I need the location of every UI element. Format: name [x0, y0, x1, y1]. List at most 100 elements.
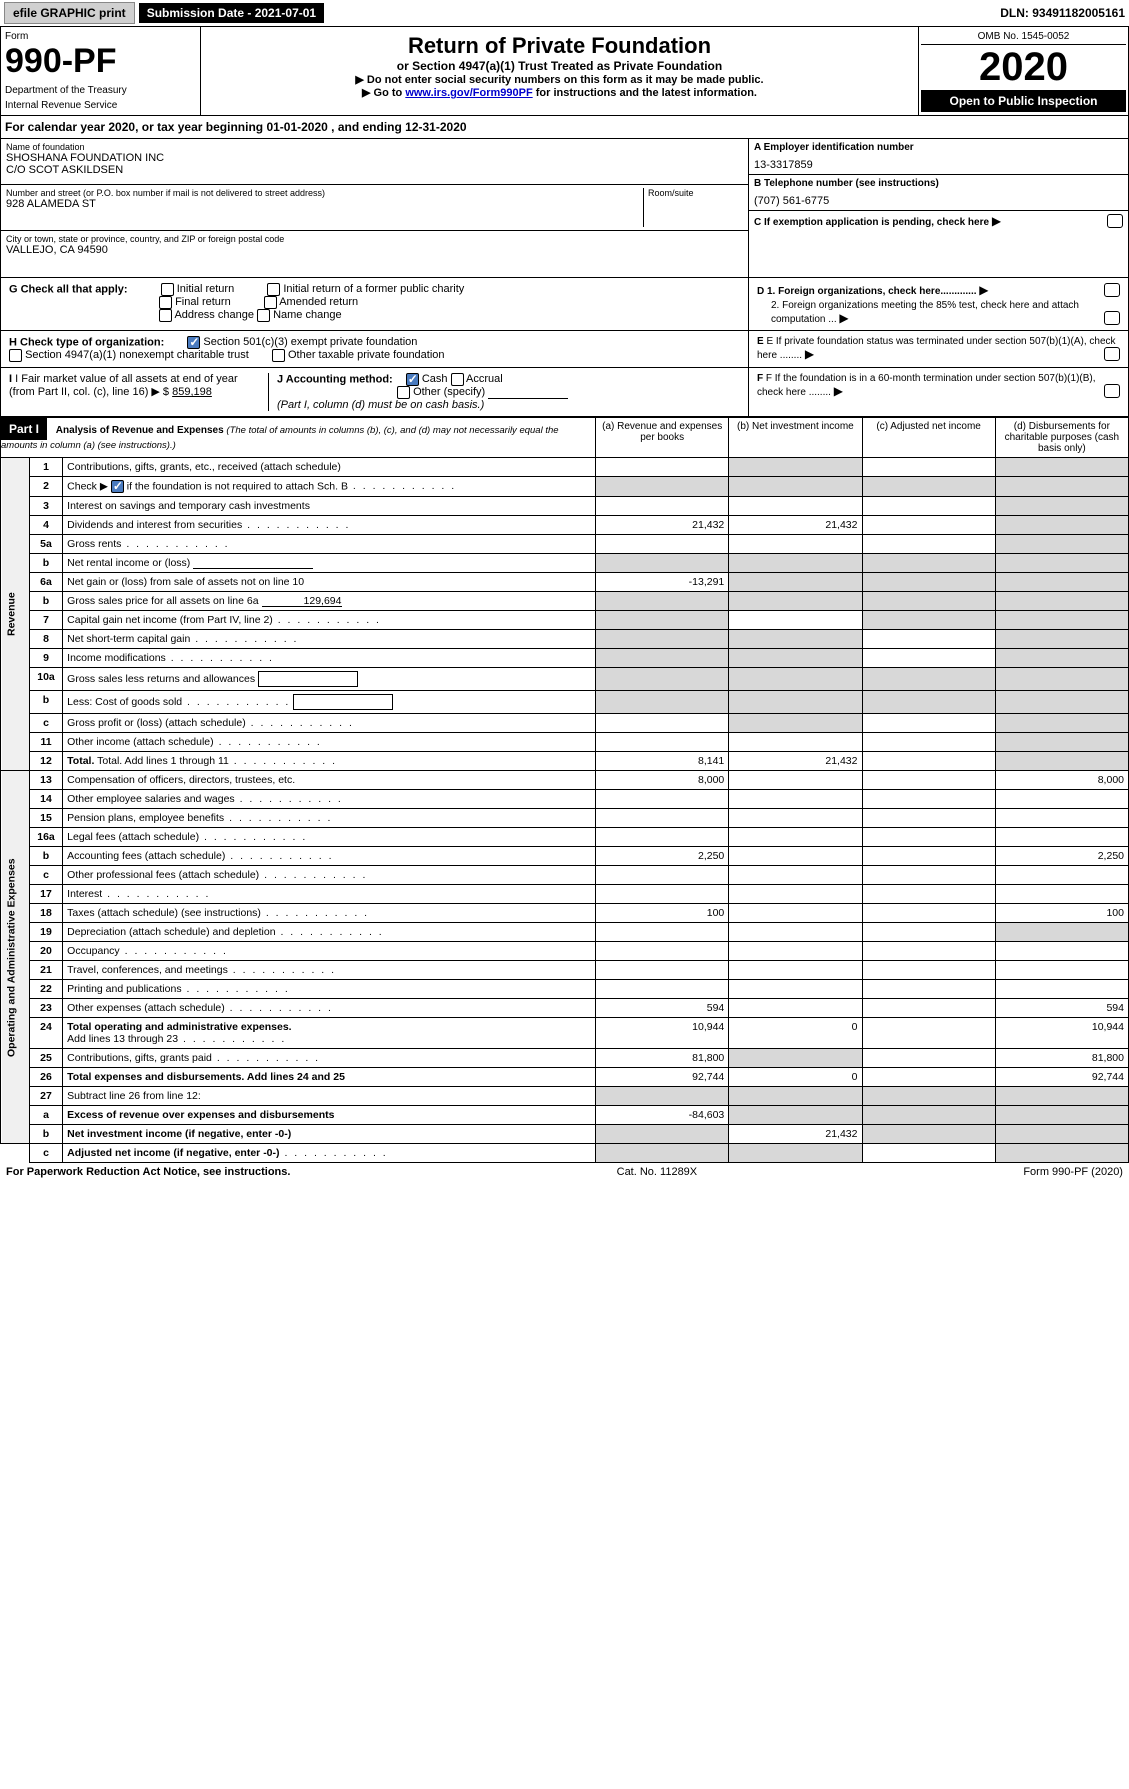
table-row: 26 Total expenses and disbursements. Add…	[1, 1068, 1129, 1087]
ssn-warning: ▶ Do not enter social security numbers o…	[207, 73, 912, 86]
table-row: 11 Other income (attach schedule)	[1, 733, 1129, 752]
table-row: 25 Contributions, gifts, grants paid 81,…	[1, 1049, 1129, 1068]
efile-print-button[interactable]: efile GRAPHIC print	[4, 2, 135, 24]
form-page: efile GRAPHIC print Submission Date - 20…	[0, 0, 1129, 1181]
part1-label: Part I	[1, 418, 47, 440]
g-name-change[interactable]	[257, 309, 270, 322]
table-row: c Other professional fees (attach schedu…	[1, 866, 1129, 885]
h-other-taxable[interactable]	[272, 349, 285, 362]
exemption-pending-cell: C If exemption application is pending, c…	[749, 211, 1128, 231]
col-c-header: (c) Adjusted net income	[862, 418, 995, 458]
form-subtitle: or Section 4947(a)(1) Trust Treated as P…	[207, 59, 912, 73]
i-cell: I I Fair market value of all assets at e…	[9, 373, 269, 411]
table-row: 24 Total operating and administrative ex…	[1, 1018, 1129, 1049]
col-b-header: (b) Net investment income	[729, 418, 862, 458]
info-right: A Employer identification number 13-3317…	[748, 139, 1128, 277]
table-row: Operating and Administrative Expenses 13…	[1, 771, 1129, 790]
table-row: 15 Pension plans, employee benefits	[1, 809, 1129, 828]
table-row: 27 Subtract line 26 from line 12:	[1, 1087, 1129, 1106]
dept-treasury: Department of the Treasury	[5, 85, 196, 96]
h-501c3[interactable]	[187, 336, 200, 349]
ein-cell: A Employer identification number 13-3317…	[749, 139, 1128, 175]
room-suite-label: Room/suite	[648, 188, 743, 198]
tax-year: 2020	[921, 45, 1126, 90]
table-row: 5a Gross rents	[1, 535, 1129, 554]
table-row: 6a Net gain or (loss) from sale of asset…	[1, 573, 1129, 592]
form-header: Form 990-PF Department of the Treasury I…	[0, 27, 1129, 116]
top-bar: efile GRAPHIC print Submission Date - 20…	[0, 0, 1129, 27]
form-number-box: Form 990-PF Department of the Treasury I…	[1, 27, 201, 115]
paperwork-notice: For Paperwork Reduction Act Notice, see …	[6, 1166, 290, 1178]
table-row: 14 Other employee salaries and wages	[1, 790, 1129, 809]
info-grid: Name of foundation SHOSHANA FOUNDATION I…	[0, 139, 1129, 278]
table-row: 18 Taxes (attach schedule) (see instruct…	[1, 904, 1129, 923]
table-row: 16a Legal fees (attach schedule)	[1, 828, 1129, 847]
g-amended[interactable]	[264, 296, 277, 309]
h-row: H Check type of organization: Section 50…	[0, 331, 1129, 368]
part1-table: Part I Analysis of Revenue and Expenses …	[0, 417, 1129, 1163]
j-cell: J Accounting method: Cash Accrual Other …	[269, 373, 740, 411]
table-row: 10a Gross sales less returns and allowan…	[1, 668, 1129, 691]
year-box: OMB No. 1545-0052 2020 Open to Public In…	[918, 27, 1128, 115]
table-row: c Gross profit or (loss) (attach schedul…	[1, 714, 1129, 733]
e-cell: E E If private foundation status was ter…	[748, 331, 1128, 367]
foundation-name-cell: Name of foundation SHOSHANA FOUNDATION I…	[1, 139, 748, 185]
f-cell: F F If the foundation is in a 60-month t…	[748, 368, 1128, 416]
table-row: 4 Dividends and interest from securities…	[1, 516, 1129, 535]
g-row: G Check all that apply: Initial return I…	[0, 278, 1129, 331]
j-cash[interactable]	[406, 373, 419, 386]
j-accrual[interactable]	[451, 373, 464, 386]
d2-checkbox[interactable]	[1104, 311, 1120, 325]
table-row: 22 Printing and publications	[1, 980, 1129, 999]
page-footer: For Paperwork Reduction Act Notice, see …	[0, 1163, 1129, 1181]
address-cell: Number and street (or P.O. box number if…	[1, 185, 748, 231]
g-initial-former[interactable]	[267, 283, 280, 296]
col-a-header: (a) Revenue and expenses per books	[596, 418, 729, 458]
omb-number: OMB No. 1545-0052	[921, 29, 1126, 45]
sch-b-checkbox[interactable]	[111, 480, 124, 493]
form-title: Return of Private Foundation	[207, 33, 912, 59]
info-left: Name of foundation SHOSHANA FOUNDATION I…	[1, 139, 748, 277]
table-row: 7 Capital gain net income (from Part IV,…	[1, 611, 1129, 630]
irs-link[interactable]: www.irs.gov/Form990PF	[405, 87, 532, 99]
table-row: 2 Check ▶ if the foundation is not requi…	[1, 477, 1129, 497]
ij-row: I I Fair market value of all assets at e…	[0, 368, 1129, 417]
table-row: 21 Travel, conferences, and meetings	[1, 961, 1129, 980]
form-number: 990-PF	[5, 42, 196, 81]
title-box: Return of Private Foundation or Section …	[201, 27, 918, 115]
dln-number: DLN: 93491182005161	[1000, 6, 1125, 20]
table-row: 20 Occupancy	[1, 942, 1129, 961]
g-initial-return[interactable]	[161, 283, 174, 296]
table-row: b Net investment income (if negative, en…	[1, 1125, 1129, 1144]
table-row: 12 Total. Total. Add lines 1 through 11 …	[1, 752, 1129, 771]
city-cell: City or town, state or province, country…	[1, 231, 748, 277]
table-row: b Less: Cost of goods sold	[1, 691, 1129, 714]
table-row: a Excess of revenue over expenses and di…	[1, 1106, 1129, 1125]
open-public-badge: Open to Public Inspection	[921, 90, 1126, 112]
phone-cell: B Telephone number (see instructions) (7…	[749, 175, 1128, 211]
d1-checkbox[interactable]	[1104, 283, 1120, 297]
table-row: 3 Interest on savings and temporary cash…	[1, 497, 1129, 516]
table-row: c Adjusted net income (if negative, ente…	[1, 1144, 1129, 1163]
table-row: b Net rental income or (loss)	[1, 554, 1129, 573]
table-row: 9 Income modifications	[1, 649, 1129, 668]
form-version: Form 990-PF (2020)	[1023, 1166, 1123, 1178]
f-checkbox[interactable]	[1104, 384, 1120, 398]
h-4947[interactable]	[9, 349, 22, 362]
table-row: 17 Interest	[1, 885, 1129, 904]
table-row: b Accounting fees (attach schedule) 2,25…	[1, 847, 1129, 866]
c-checkbox[interactable]	[1107, 214, 1123, 228]
revenue-section-label: Revenue	[1, 458, 30, 771]
calendar-year-row: For calendar year 2020, or tax year begi…	[0, 116, 1129, 139]
expenses-section-label: Operating and Administrative Expenses	[1, 771, 30, 1144]
catalog-number: Cat. No. 11289X	[617, 1166, 698, 1178]
table-row: 23 Other expenses (attach schedule) 5945…	[1, 999, 1129, 1018]
table-row: 8 Net short-term capital gain	[1, 630, 1129, 649]
table-row: b Gross sales price for all assets on li…	[1, 592, 1129, 611]
submission-date: Submission Date - 2021-07-01	[139, 3, 324, 23]
j-other[interactable]	[397, 386, 410, 399]
table-row: Revenue 1 Contributions, gifts, grants, …	[1, 458, 1129, 477]
g-final-return[interactable]	[159, 296, 172, 309]
e-checkbox[interactable]	[1104, 347, 1120, 361]
g-address-change[interactable]	[159, 309, 172, 322]
